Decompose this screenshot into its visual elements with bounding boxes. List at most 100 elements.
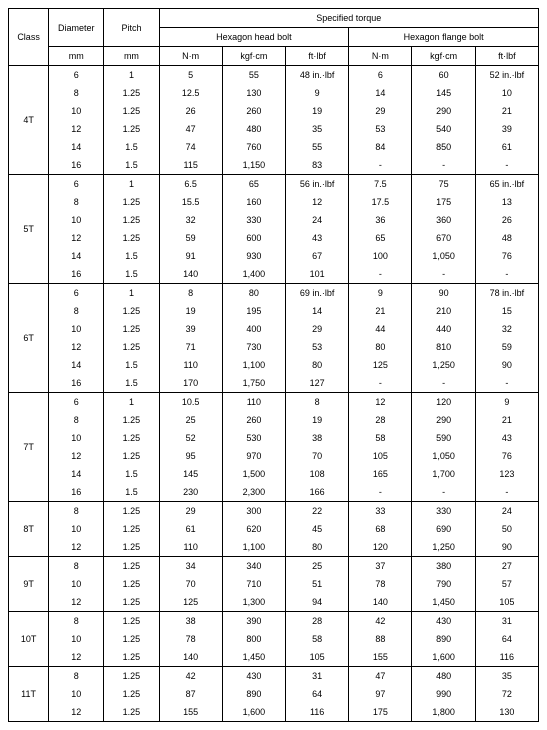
- nm-cell: 91: [159, 247, 222, 265]
- table-row: 121.2595970701051,05076: [9, 447, 539, 465]
- nm-cell: 9: [349, 284, 412, 303]
- ftlbf-cell: 45: [286, 520, 349, 538]
- nm-cell: 155: [349, 648, 412, 667]
- ftlbf-cell: 10: [475, 84, 538, 102]
- ftlbf-cell: 65 in.·lbf: [475, 175, 538, 194]
- ftlbf-cell: 105: [475, 593, 538, 612]
- header-nm: N·m: [159, 47, 222, 66]
- nm-cell: 28: [349, 411, 412, 429]
- nm-cell: 44: [349, 320, 412, 338]
- header-diameter: Diameter: [49, 9, 104, 47]
- ftlbf-cell: 116: [475, 648, 538, 667]
- ftlbf-cell: 39: [475, 120, 538, 138]
- nm-cell: -: [349, 156, 412, 175]
- nm-cell: 78: [159, 630, 222, 648]
- ftlbf-cell: 43: [475, 429, 538, 447]
- nm-cell: 61: [159, 520, 222, 538]
- kgfcm-cell: 290: [412, 411, 475, 429]
- diameter-cell: 16: [49, 156, 104, 175]
- table-row: 81.2512.513091414510: [9, 84, 539, 102]
- diameter-cell: 6: [49, 66, 104, 85]
- ftlbf-cell: 127: [286, 374, 349, 393]
- diameter-cell: 10: [49, 429, 104, 447]
- diameter-cell: 8: [49, 612, 104, 631]
- pitch-cell: 1.5: [104, 138, 159, 156]
- kgfcm-cell: 1,500: [222, 465, 285, 483]
- nm-cell: 68: [349, 520, 412, 538]
- kgfcm-cell: 55: [222, 66, 285, 85]
- ftlbf-cell: 19: [286, 102, 349, 120]
- diameter-cell: 16: [49, 483, 104, 502]
- diameter-cell: 8: [49, 502, 104, 521]
- class-cell: 10T: [9, 612, 49, 667]
- ftlbf-cell: 80: [286, 356, 349, 374]
- kgfcm-cell: -: [412, 483, 475, 502]
- kgfcm-cell: 175: [412, 193, 475, 211]
- pitch-cell: 1.25: [104, 302, 159, 320]
- pitch-cell: 1.25: [104, 520, 159, 538]
- pitch-cell: 1.25: [104, 502, 159, 521]
- pitch-cell: 1.5: [104, 483, 159, 502]
- diameter-cell: 8: [49, 557, 104, 576]
- diameter-cell: 10: [49, 575, 104, 593]
- nm-cell: 125: [159, 593, 222, 612]
- table-row: 11T81.2542430314748035: [9, 667, 539, 686]
- pitch-cell: 1.25: [104, 84, 159, 102]
- ftlbf-cell: 90: [475, 538, 538, 557]
- kgfcm-cell: 390: [222, 612, 285, 631]
- nm-cell: 6.5: [159, 175, 222, 194]
- ftlbf-cell: 9: [475, 393, 538, 412]
- kgfcm-cell: 65: [222, 175, 285, 194]
- ftlbf-cell: 51: [286, 575, 349, 593]
- diameter-cell: 12: [49, 120, 104, 138]
- ftlbf-cell: 24: [475, 502, 538, 521]
- diameter-cell: 12: [49, 229, 104, 247]
- pitch-cell: 1: [104, 66, 159, 85]
- kgfcm-cell: 260: [222, 411, 285, 429]
- nm-cell: 21: [349, 302, 412, 320]
- kgfcm-cell: 530: [222, 429, 285, 447]
- pitch-cell: 1.25: [104, 120, 159, 138]
- pitch-cell: 1.25: [104, 648, 159, 667]
- kgfcm-cell: 260: [222, 102, 285, 120]
- pitch-cell: 1.5: [104, 356, 159, 374]
- nm-cell: 100: [349, 247, 412, 265]
- nm-cell: 155: [159, 703, 222, 722]
- diameter-cell: 12: [49, 703, 104, 722]
- table-row: 121.2547480355354039: [9, 120, 539, 138]
- pitch-cell: 1.25: [104, 338, 159, 356]
- diameter-cell: 12: [49, 648, 104, 667]
- nm-cell: 84: [349, 138, 412, 156]
- table-row: 101.2587890649799072: [9, 685, 539, 703]
- kgfcm-cell: 60: [412, 66, 475, 85]
- table-row: 8T81.2529300223333024: [9, 502, 539, 521]
- kgfcm-cell: 380: [412, 557, 475, 576]
- nm-cell: 87: [159, 685, 222, 703]
- nm-cell: 165: [349, 465, 412, 483]
- nm-cell: 230: [159, 483, 222, 502]
- ftlbf-cell: 43: [286, 229, 349, 247]
- kgfcm-cell: -: [412, 156, 475, 175]
- diameter-cell: 16: [49, 374, 104, 393]
- table-row: 5T616.56556 in.·lbf7.57565 in.·lbf: [9, 175, 539, 194]
- ftlbf-cell: 31: [475, 612, 538, 631]
- nm-cell: 53: [349, 120, 412, 138]
- table-row: 81.2515.51601217.517513: [9, 193, 539, 211]
- pitch-cell: 1: [104, 284, 159, 303]
- ftlbf-cell: 70: [286, 447, 349, 465]
- ftlbf-cell: 8: [286, 393, 349, 412]
- diameter-cell: 10: [49, 211, 104, 229]
- nm-cell: 59: [159, 229, 222, 247]
- pitch-cell: 1.5: [104, 374, 159, 393]
- kgfcm-cell: 690: [412, 520, 475, 538]
- nm-cell: 33: [349, 502, 412, 521]
- diameter-cell: 10: [49, 320, 104, 338]
- header-spec-torque: Specified torque: [159, 9, 538, 28]
- kgfcm-cell: 620: [222, 520, 285, 538]
- table-row: 101.2526260192929021: [9, 102, 539, 120]
- ftlbf-cell: 57: [475, 575, 538, 593]
- diameter-cell: 8: [49, 302, 104, 320]
- pitch-cell: 1.25: [104, 575, 159, 593]
- table-row: 7T6110.51108121209: [9, 393, 539, 412]
- ftlbf-cell: 48: [475, 229, 538, 247]
